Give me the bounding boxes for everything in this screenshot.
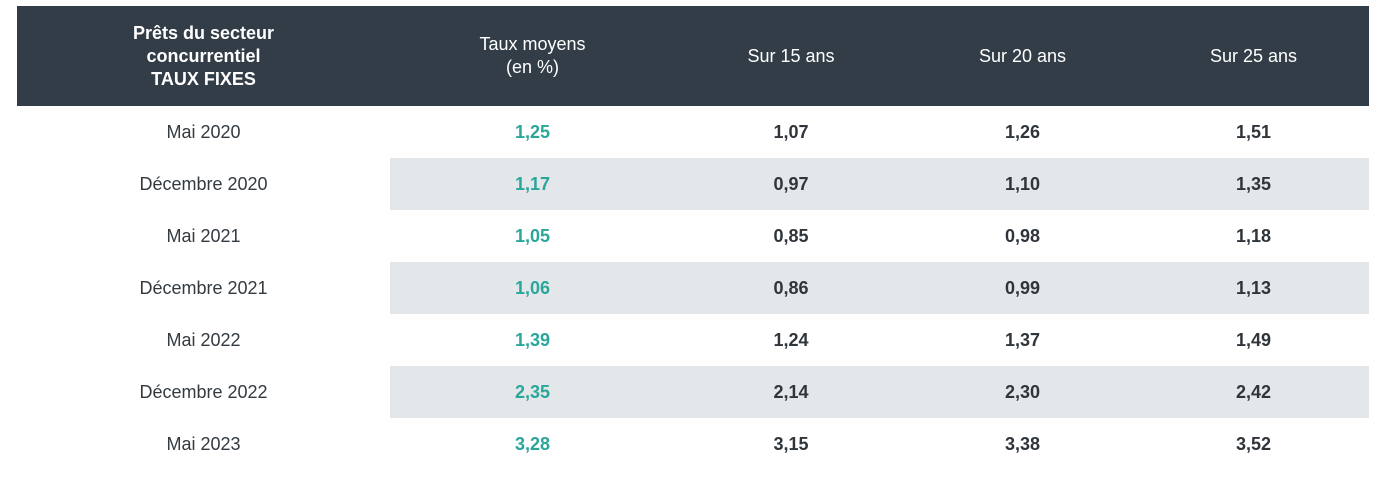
- row-rate-15-years: 0,97: [773, 173, 809, 194]
- row-period: Mai 2022: [166, 329, 241, 350]
- header-category-line1: Prêts du secteur: [132, 22, 275, 43]
- table-row: Mai 2021 1,05 0,85 0,98 1,18: [17, 210, 1369, 262]
- row-rate-25-years: 1,18: [1235, 225, 1272, 246]
- row-rate-20-years: 1,26: [1004, 121, 1041, 142]
- row-average-rate: 3,28: [514, 433, 551, 454]
- row-period: Mai 2020: [166, 121, 241, 142]
- row-rate-15-years: 1,24: [773, 329, 809, 350]
- header-category: Prêts du secteur concurrentiel TAUX FIXE…: [17, 6, 390, 106]
- header-20-years: Sur 20 ans: [978, 45, 1067, 66]
- row-rate-25-years: 1,13: [1235, 277, 1272, 298]
- row-rate-25-years: 2,42: [1235, 381, 1272, 402]
- row-rate-15-years: 1,07: [773, 121, 809, 142]
- row-rate-25-years: 3,52: [1235, 433, 1272, 454]
- row-rate-20-years: 0,98: [1004, 225, 1041, 246]
- table-row: Mai 2022 1,39 1,24 1,37 1,49: [17, 314, 1369, 366]
- row-rate-20-years: 1,37: [1004, 329, 1041, 350]
- table-row: Mai 2023 3,28 3,15 3,38 3,52: [17, 418, 1369, 470]
- header-15-years: Sur 15 ans: [747, 45, 835, 66]
- table-header: Prêts du secteur concurrentiel TAUX FIXE…: [17, 6, 1369, 106]
- row-period: Décembre 2020: [139, 173, 268, 194]
- row-average-rate: 1,06: [514, 277, 551, 298]
- row-rate-25-years: 1,49: [1235, 329, 1272, 350]
- row-rate-15-years: 0,85: [773, 225, 809, 246]
- header-average-rate-line1: Taux moyens: [479, 34, 586, 54]
- row-average-rate: 1,17: [514, 173, 551, 194]
- row-rate-20-years: 2,30: [1004, 381, 1041, 402]
- table-row: Mai 2020 1,25 1,07 1,26 1,51: [17, 106, 1369, 158]
- header-category-line3: TAUX FIXES: [151, 68, 256, 89]
- row-rate-25-years: 1,51: [1235, 121, 1272, 142]
- row-period: Mai 2023: [166, 433, 241, 454]
- row-rate-15-years: 0,86: [773, 277, 809, 298]
- row-period: Décembre 2021: [139, 277, 268, 298]
- header-average-rate-line2: (en %): [505, 57, 559, 77]
- header-25-years: Sur 25 ans: [1209, 45, 1298, 66]
- row-rate-20-years: 0,99: [1004, 277, 1041, 298]
- row-average-rate: 1,05: [514, 225, 551, 246]
- table-row: Décembre 2020 1,17 0,97 1,10 1,35: [17, 158, 1369, 210]
- row-period: Décembre 2022: [139, 381, 268, 402]
- row-rate-20-years: 3,38: [1004, 433, 1041, 454]
- header-average-rate: Taux moyens (en %): [390, 6, 675, 106]
- row-average-rate: 1,25: [514, 121, 551, 142]
- row-period: Mai 2021: [166, 225, 241, 246]
- row-average-rate: 2,35: [514, 381, 551, 402]
- row-rate-15-years: 3,15: [773, 433, 809, 454]
- header-category-line2: concurrentiel: [146, 45, 261, 66]
- row-rate-25-years: 1,35: [1235, 173, 1272, 194]
- row-average-rate: 1,39: [514, 329, 551, 350]
- table-row: Décembre 2022 2,35 2,14 2,30 2,42: [17, 366, 1369, 418]
- table-row: Décembre 2021 1,06 0,86 0,99 1,13: [17, 262, 1369, 314]
- rates-table: Prêts du secteur concurrentiel TAUX FIXE…: [17, 6, 1369, 470]
- row-rate-20-years: 1,10: [1004, 173, 1041, 194]
- row-rate-15-years: 2,14: [773, 381, 809, 402]
